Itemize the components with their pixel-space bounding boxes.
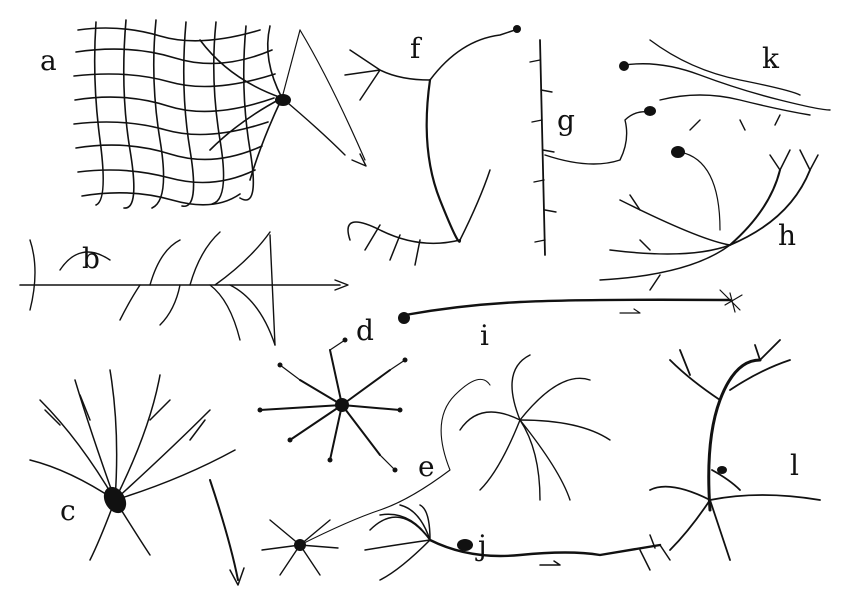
panel-d-beads (257, 337, 408, 473)
panel-e-label: e (418, 450, 435, 483)
panel-a-label: a (40, 44, 57, 77)
panel-g: g (529, 39, 656, 256)
panel-h-cell-body (671, 146, 685, 158)
panel-g-arbor (529, 39, 651, 256)
panel-k-cell-body (619, 61, 629, 71)
panel-j-cell-body (457, 539, 473, 551)
panel-e-cell-body (294, 539, 306, 551)
panel-f-label: f (410, 32, 423, 65)
panel-d-cell-body (335, 398, 349, 412)
panel-b-arbor (19, 231, 349, 346)
panel-g-label: g (557, 104, 575, 137)
panel-c: c (29, 369, 245, 586)
panel-d-label: d (356, 314, 374, 347)
panel-h: h (599, 146, 819, 291)
panel-j-arbor (364, 504, 671, 581)
panel-l: l (649, 339, 821, 561)
panel-a-cell-body (275, 94, 291, 106)
panel-a: a (40, 19, 367, 209)
panel-f-arbor (344, 29, 516, 266)
panel-l-cell-body (717, 466, 727, 474)
panel-h-label: h (778, 219, 796, 252)
panel-i-arbor (403, 289, 743, 317)
panel-f: f (344, 25, 521, 266)
panel-i-cell-body (398, 312, 410, 324)
panel-i: i (398, 289, 743, 352)
panel-k-label: k (762, 42, 780, 75)
panel-f-cell-body (513, 25, 521, 33)
panel-b: b (19, 231, 349, 346)
panel-k: k (619, 39, 831, 131)
panel-l-label: l (790, 449, 799, 482)
panel-d: d (257, 314, 408, 473)
panel-h-arbor (599, 149, 819, 291)
panel-e: e (261, 354, 611, 576)
panel-d-arbor (259, 339, 406, 471)
panel-g-cell-body (644, 106, 656, 116)
panel-b-label: b (82, 242, 100, 275)
panel-i-label: i (480, 319, 489, 352)
panel-j: j (364, 504, 671, 581)
panel-c-arbor (29, 369, 245, 586)
panel-e-arbor (261, 354, 611, 576)
panel-a-arbor (73, 19, 367, 209)
panel-c-label: c (60, 494, 76, 527)
panel-j-label: j (475, 529, 487, 562)
panel-l-arbor (649, 339, 821, 561)
panel-c-cell-body (103, 486, 127, 514)
panel-k-arbor (624, 39, 831, 131)
